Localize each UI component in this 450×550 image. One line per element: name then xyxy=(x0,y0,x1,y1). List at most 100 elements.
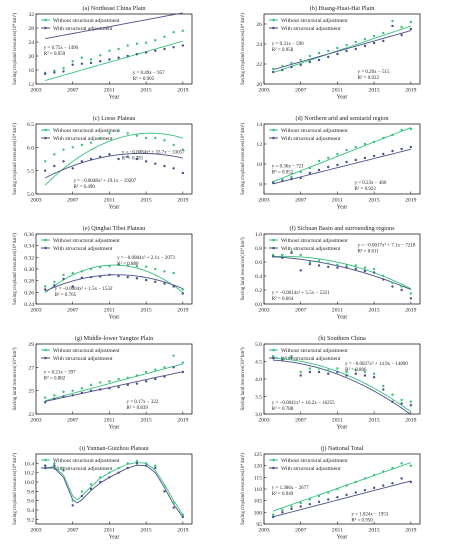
data-point-with xyxy=(80,62,84,65)
data-point-without xyxy=(299,58,302,62)
y-tick-label: 0.26 xyxy=(24,290,34,296)
legend-label-without: Without structural adjustment xyxy=(281,18,348,24)
data-point-with xyxy=(89,275,93,279)
x-tick-label: 2003 xyxy=(30,528,41,534)
data-point-without xyxy=(108,380,111,383)
data-point-without xyxy=(317,494,321,498)
data-point-with xyxy=(172,46,175,49)
fit-line-without xyxy=(44,264,184,294)
chart-panel: (c) Loess Plateau 2003 2007 2011 2015 2019 5.0… xyxy=(12,115,193,211)
y-tick-label: 0.24 xyxy=(24,302,34,308)
data-point-with xyxy=(43,288,47,291)
data-point-with xyxy=(80,391,84,395)
data-point-without xyxy=(281,508,284,512)
data-point-with xyxy=(89,61,93,65)
data-point-without xyxy=(181,29,185,32)
data-point-with xyxy=(135,157,139,161)
legend-label-with: With structural adjustment xyxy=(53,356,113,362)
data-point-without xyxy=(372,473,376,477)
legend-label-with: With structural adjustment xyxy=(53,466,113,472)
y-axis-label: Saving cropland resources(10⁴ km²) xyxy=(240,453,246,525)
data-point-with xyxy=(53,464,56,467)
fit-line-with xyxy=(45,12,183,40)
data-point-without xyxy=(89,141,93,144)
data-point-with xyxy=(281,358,284,361)
panel-title: (j) National Total xyxy=(321,445,364,452)
y-tick-label: 120 xyxy=(254,464,263,470)
y-tick-label: 125 xyxy=(254,452,263,458)
y-tick-label: 12 xyxy=(256,142,262,148)
y-tick-label: 4.0 xyxy=(255,377,262,383)
fit-annotation: y = −0.0048x² + 19.1x − 19207 xyxy=(73,178,136,184)
y-tick-label: 9.6 xyxy=(27,499,34,505)
data-point-without xyxy=(345,43,348,47)
data-point-with xyxy=(336,266,339,269)
data-point-without xyxy=(409,20,413,24)
fit-line-without xyxy=(273,462,411,512)
legend: Without structural adjustment With struct… xyxy=(41,18,120,32)
x-tick-label: 2011 xyxy=(332,418,343,424)
data-point-without xyxy=(172,501,175,505)
data-point-without xyxy=(308,498,312,501)
data-point-without xyxy=(281,356,284,360)
data-point-with xyxy=(409,404,413,407)
data-point-without xyxy=(117,263,120,267)
legend-marker-with xyxy=(44,246,47,250)
data-point-with xyxy=(363,269,367,273)
fit-annotation: y = −0.0084x² + 2.1x − 2073 xyxy=(117,255,175,261)
data-point-with xyxy=(345,493,348,497)
data-point-without xyxy=(391,466,394,470)
fit-annotation: R² = 0.781 xyxy=(122,155,144,161)
data-point-without xyxy=(53,153,56,156)
data-point-with xyxy=(400,33,403,37)
data-point-without xyxy=(308,54,312,58)
data-point-without xyxy=(126,264,129,267)
data-point-with xyxy=(89,487,93,491)
data-point-without xyxy=(400,398,403,402)
data-point-with xyxy=(290,65,293,69)
x-axis-label: Year xyxy=(337,315,348,321)
data-point-without xyxy=(43,285,47,288)
data-point-without xyxy=(400,25,403,29)
data-point-without xyxy=(144,265,148,268)
data-point-with xyxy=(181,292,185,295)
fit-annotation: y = −0.0014x² + 5.5x − 5321 xyxy=(272,290,330,296)
legend-label-with: With structural adjustment xyxy=(281,356,341,362)
data-point-without xyxy=(163,270,166,273)
chart-panel: (f) Sichuan Basin and surrounding region… xyxy=(240,225,421,321)
y-axis-label: Saving cropland resources(10⁴ km²) xyxy=(240,13,246,85)
legend: Without structural adjustment With struct… xyxy=(269,18,348,32)
x-tick-label: 2015 xyxy=(141,88,152,94)
legend-label-without: Without structural adjustment xyxy=(53,18,120,24)
data-point-without xyxy=(108,49,111,52)
fit-annotation: R² = 0.952 xyxy=(272,169,294,175)
data-point-with xyxy=(271,255,275,258)
legend-marker-with xyxy=(272,466,275,470)
data-point-with xyxy=(89,389,93,392)
y-tick-label: 26 xyxy=(256,22,262,28)
x-tick-label: 2003 xyxy=(258,198,269,204)
y-tick-label: 12 xyxy=(28,82,34,88)
data-point-without xyxy=(336,46,339,50)
fit-line-with xyxy=(44,274,183,292)
panel-title: (c) Loess Plateau xyxy=(93,115,136,122)
data-point-without xyxy=(172,31,175,34)
x-tick-label: 2015 xyxy=(369,418,380,424)
plot-frame xyxy=(35,343,193,415)
fit-annotation: R² = 0.664 xyxy=(272,296,294,302)
data-point-without xyxy=(117,377,120,381)
data-point-with xyxy=(117,157,120,161)
data-point-with xyxy=(172,285,175,288)
chart-panel: (b) Huang-Huai-Hai Plain 2003 2007 2011 2015… xyxy=(240,5,421,101)
legend-label-with: With structural adjustment xyxy=(53,26,113,32)
data-point-with xyxy=(400,288,403,292)
data-point-with xyxy=(400,477,403,480)
y-tick-label: 3.0 xyxy=(255,412,262,418)
legend: Without structural adjustment With struct… xyxy=(41,348,120,362)
data-point-with xyxy=(345,374,348,377)
fit-line-without xyxy=(45,40,183,81)
data-point-without xyxy=(327,156,330,160)
data-point-without xyxy=(354,40,357,44)
data-point-without xyxy=(71,271,74,275)
y-tick-label: 10.4 xyxy=(24,461,34,467)
